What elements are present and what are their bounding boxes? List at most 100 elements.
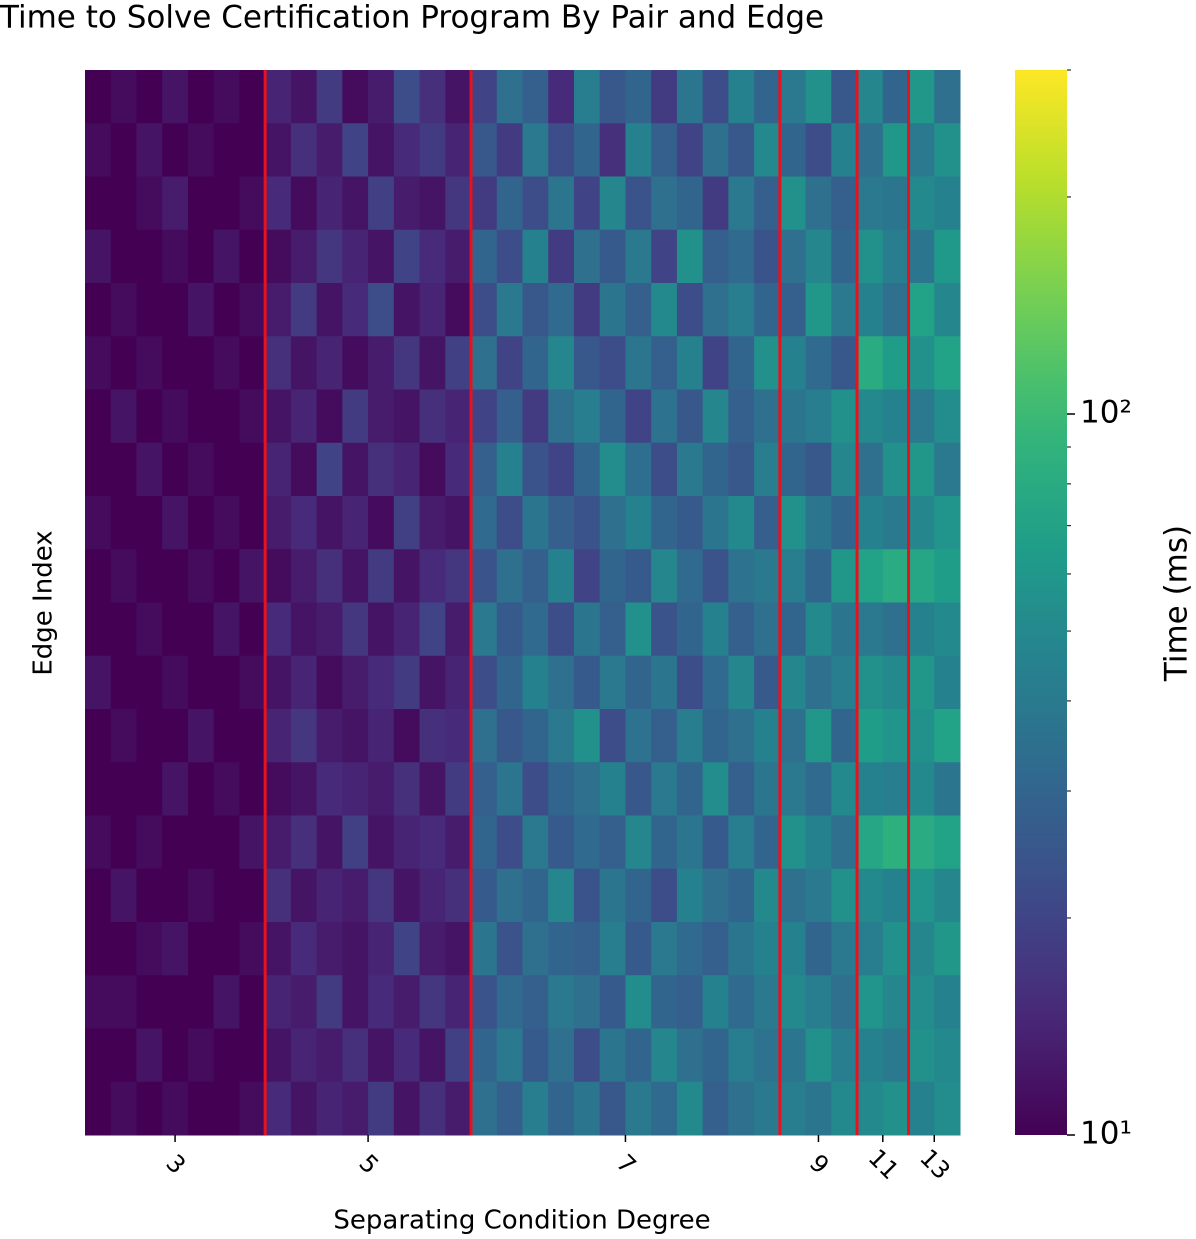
- heatmap-cell: [934, 1028, 961, 1083]
- heatmap-cell: [702, 283, 729, 337]
- heatmap-cell: [496, 868, 523, 923]
- heatmap-cell: [676, 922, 704, 976]
- heatmap-cell: [187, 868, 215, 923]
- heatmap-cell: [573, 709, 601, 763]
- heatmap-cell: [496, 1081, 523, 1136]
- heatmap-cell: [908, 283, 935, 337]
- heatmap-cell: [599, 922, 626, 976]
- heatmap-cell: [702, 442, 729, 497]
- heatmap-cell: [779, 70, 807, 124]
- heatmap-cell: [882, 1081, 910, 1136]
- heatmap-cell: [702, 123, 729, 177]
- heatmap-cell: [471, 442, 498, 497]
- heatmap-cell: [522, 762, 549, 816]
- heatmap-cell: [728, 176, 755, 231]
- heatmap-cell: [136, 815, 163, 870]
- heatmap-cell: [754, 602, 781, 657]
- heatmap-cell: [728, 922, 755, 976]
- heatmap-cell: [779, 1028, 807, 1083]
- heatmap-cell: [805, 176, 832, 231]
- heatmap-cell: [676, 549, 704, 603]
- heatmap-cell: [85, 602, 112, 657]
- heatmap-cell: [728, 762, 755, 816]
- heatmap-cell: [831, 602, 858, 657]
- heatmap-cell: [805, 549, 832, 603]
- heatmap-cell: [85, 762, 112, 816]
- heatmap-cell: [702, 389, 729, 444]
- heatmap-cell: [573, 442, 601, 497]
- heatmap-cell: [651, 815, 678, 870]
- heatmap-cell: [805, 70, 832, 124]
- heatmap-cell: [162, 496, 189, 550]
- heatmap-cell: [702, 70, 729, 124]
- heatmap-cell: [110, 70, 137, 124]
- heatmap-cell: [779, 975, 807, 1029]
- heatmap-cell: [290, 868, 318, 923]
- heatmap-cell: [779, 229, 807, 284]
- heatmap-cell: [110, 815, 137, 870]
- heatmap-cell: [651, 868, 678, 923]
- heatmap-cell: [368, 442, 395, 497]
- heatmap-cell: [162, 655, 189, 710]
- heatmap-cell: [522, 655, 549, 710]
- heatmap-cell: [496, 389, 523, 444]
- x-axis-label: Separating Condition Degree: [333, 1206, 710, 1236]
- x-tick-label: 7: [611, 1149, 642, 1180]
- heatmap-cell: [805, 815, 832, 870]
- heatmap-cell: [187, 496, 215, 550]
- heatmap-cell: [393, 389, 421, 444]
- heatmap-cell: [419, 70, 446, 124]
- heatmap-cell: [162, 815, 189, 870]
- heatmap-cell: [85, 389, 112, 444]
- heatmap-cell: [213, 1081, 240, 1136]
- heatmap-cell: [265, 815, 292, 870]
- heatmap-cell: [265, 229, 292, 284]
- heatmap-cell: [419, 123, 446, 177]
- heatmap-cell: [548, 815, 575, 870]
- heatmap-cell: [754, 70, 781, 124]
- heatmap-cell: [702, 975, 729, 1029]
- heatmap-cell: [471, 868, 498, 923]
- heatmap-cell: [393, 815, 421, 870]
- heatmap-cell: [110, 1081, 137, 1136]
- heatmap-cell: [85, 336, 112, 390]
- heatmap-cell: [754, 283, 781, 337]
- heatmap-cell: [162, 229, 189, 284]
- heatmap-cell: [136, 655, 163, 710]
- heatmap-cell: [805, 868, 832, 923]
- heatmap-cell: [162, 283, 189, 337]
- heatmap-cell: [882, 176, 910, 231]
- heatmap-cell: [599, 762, 626, 816]
- heatmap-cell: [651, 496, 678, 550]
- heatmap-cell: [573, 389, 601, 444]
- heatmap-cell: [368, 655, 395, 710]
- heatmap-cell: [162, 922, 189, 976]
- heatmap-cell: [393, 655, 421, 710]
- heatmap-cell: [908, 1028, 935, 1083]
- heatmap-cell: [908, 336, 935, 390]
- heatmap-cell: [445, 123, 472, 177]
- heatmap-cell: [136, 70, 163, 124]
- heatmap-cell: [496, 176, 523, 231]
- heatmap-cell: [805, 229, 832, 284]
- heatmap-cell: [239, 496, 266, 550]
- heatmap-cell: [908, 389, 935, 444]
- heatmap-cell: [908, 922, 935, 976]
- heatmap-cell: [754, 442, 781, 497]
- heatmap-cell: [908, 442, 935, 497]
- heatmap-cell: [213, 602, 240, 657]
- heatmap-cell: [239, 389, 266, 444]
- heatmap-cell: [676, 709, 704, 763]
- heatmap-cell: [290, 229, 318, 284]
- heatmap-cell: [599, 176, 626, 231]
- heatmap-cell: [316, 922, 343, 976]
- heatmap-cell: [290, 602, 318, 657]
- heatmap-cell: [136, 389, 163, 444]
- heatmap-cell: [290, 389, 318, 444]
- heatmap-cell: [187, 389, 215, 444]
- heatmap-cell: [651, 389, 678, 444]
- heatmap-cell: [239, 922, 266, 976]
- heatmap-cell: [471, 815, 498, 870]
- heatmap-cell: [831, 709, 858, 763]
- heatmap-cell: [548, 549, 575, 603]
